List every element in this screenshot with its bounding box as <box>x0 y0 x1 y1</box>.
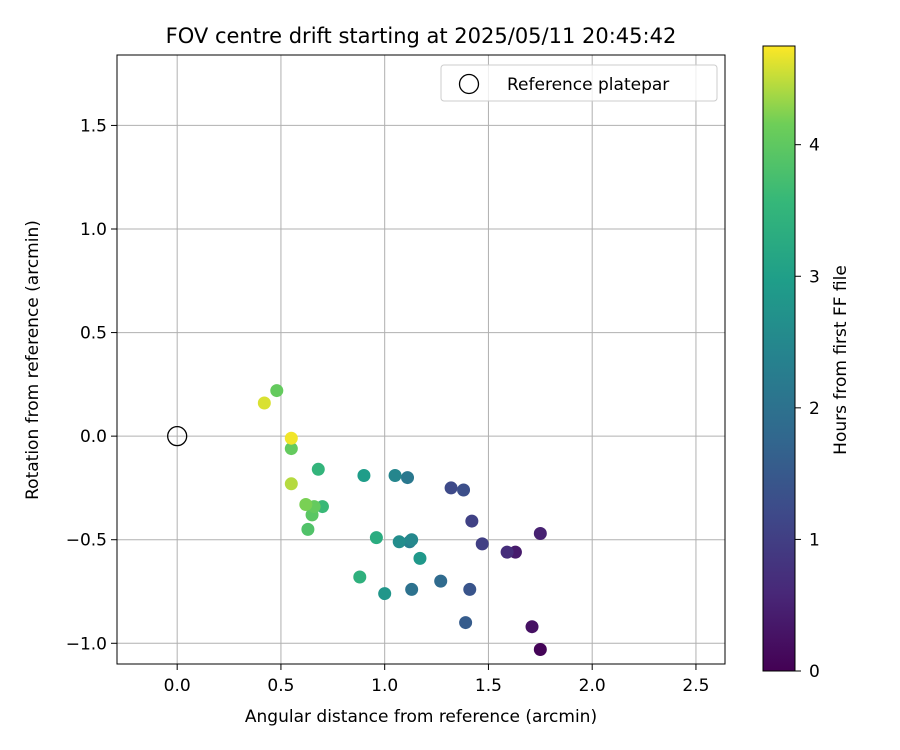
colorbar-tick-label: 1 <box>809 530 820 550</box>
x-tick-label: 1.5 <box>475 676 502 696</box>
data-point <box>413 551 427 565</box>
x-axis-label: Angular distance from reference (arcmin) <box>245 707 597 727</box>
data-point <box>284 431 298 445</box>
data-point <box>311 462 325 476</box>
grid-lines <box>117 55 725 664</box>
data-point <box>457 483 471 497</box>
legend-open-circle-icon <box>458 73 480 95</box>
data-point <box>257 396 271 410</box>
data-point <box>405 533 419 547</box>
colorbar-tick-label: 4 <box>809 136 820 156</box>
x-tick-label: 2.0 <box>579 676 606 696</box>
legend-entry-label: Reference platepar <box>507 75 669 95</box>
legend-box <box>440 64 718 102</box>
colorbar-tick-label: 2 <box>809 399 820 419</box>
colorbar-label: Hours from first FF file <box>831 265 851 455</box>
x-tick-label: 0.0 <box>164 676 191 696</box>
y-tick-label: 0.0 <box>80 427 107 447</box>
data-point <box>284 442 298 456</box>
data-point <box>463 582 477 596</box>
legend: Reference platepar <box>440 64 718 102</box>
data-point <box>392 535 406 549</box>
colorbar-gradient <box>763 46 795 671</box>
x-tick-label: 1.0 <box>371 676 398 696</box>
colorbar-tick-label: 3 <box>809 267 820 287</box>
plot-area: 0.0 0.5 1.0 1.5 2.0 2.5 −1.0 −0.5 0.0 0.5 1.0 1.5 <box>66 54 726 696</box>
data-point <box>533 643 547 656</box>
colorbar: 0 1 2 3 4 Hours from first FF file <box>762 45 851 682</box>
reference-platepar-marker <box>167 425 188 447</box>
x-axis-ticks: 0.0 0.5 1.0 1.5 2.0 2.5 <box>164 664 709 696</box>
data-point <box>500 545 514 559</box>
data-point <box>444 481 458 495</box>
data-point <box>405 582 419 596</box>
chart-title: FOV centre drift starting at 2025/05/11 … <box>166 24 677 48</box>
data-point <box>270 384 284 398</box>
data-point <box>475 537 489 551</box>
data-point <box>401 471 415 485</box>
data-point <box>459 616 473 630</box>
y-tick-label: 0.5 <box>80 324 107 344</box>
data-point <box>533 527 547 540</box>
data-point <box>525 620 539 634</box>
y-axis-ticks: −1.0 −0.5 0.0 0.5 1.0 1.5 <box>66 116 117 654</box>
y-tick-label: −0.5 <box>66 531 107 551</box>
data-point <box>357 469 371 482</box>
data-point <box>299 498 313 511</box>
colorbar-frame <box>762 45 796 672</box>
plot-background <box>117 55 725 664</box>
data-point <box>301 522 315 536</box>
y-tick-label: 1.5 <box>80 116 107 136</box>
y-axis-label: Rotation from reference (arcmin) <box>23 220 43 500</box>
data-point <box>284 477 298 491</box>
data-point <box>388 469 402 482</box>
data-point <box>434 574 448 588</box>
data-point <box>378 587 392 601</box>
plot-frame <box>116 54 726 665</box>
data-point <box>465 514 479 528</box>
reference-marker-group <box>167 425 188 447</box>
x-tick-label: 2.5 <box>682 676 709 696</box>
y-tick-label: −1.0 <box>66 634 107 654</box>
colorbar-ticks: 0 1 2 3 4 <box>795 136 820 682</box>
data-point <box>369 531 383 545</box>
y-tick-label: 1.0 <box>80 220 107 240</box>
data-points <box>257 384 547 656</box>
data-point <box>353 570 367 584</box>
colorbar-tick-label: 0 <box>809 662 820 682</box>
x-tick-label: 0.5 <box>267 676 294 696</box>
